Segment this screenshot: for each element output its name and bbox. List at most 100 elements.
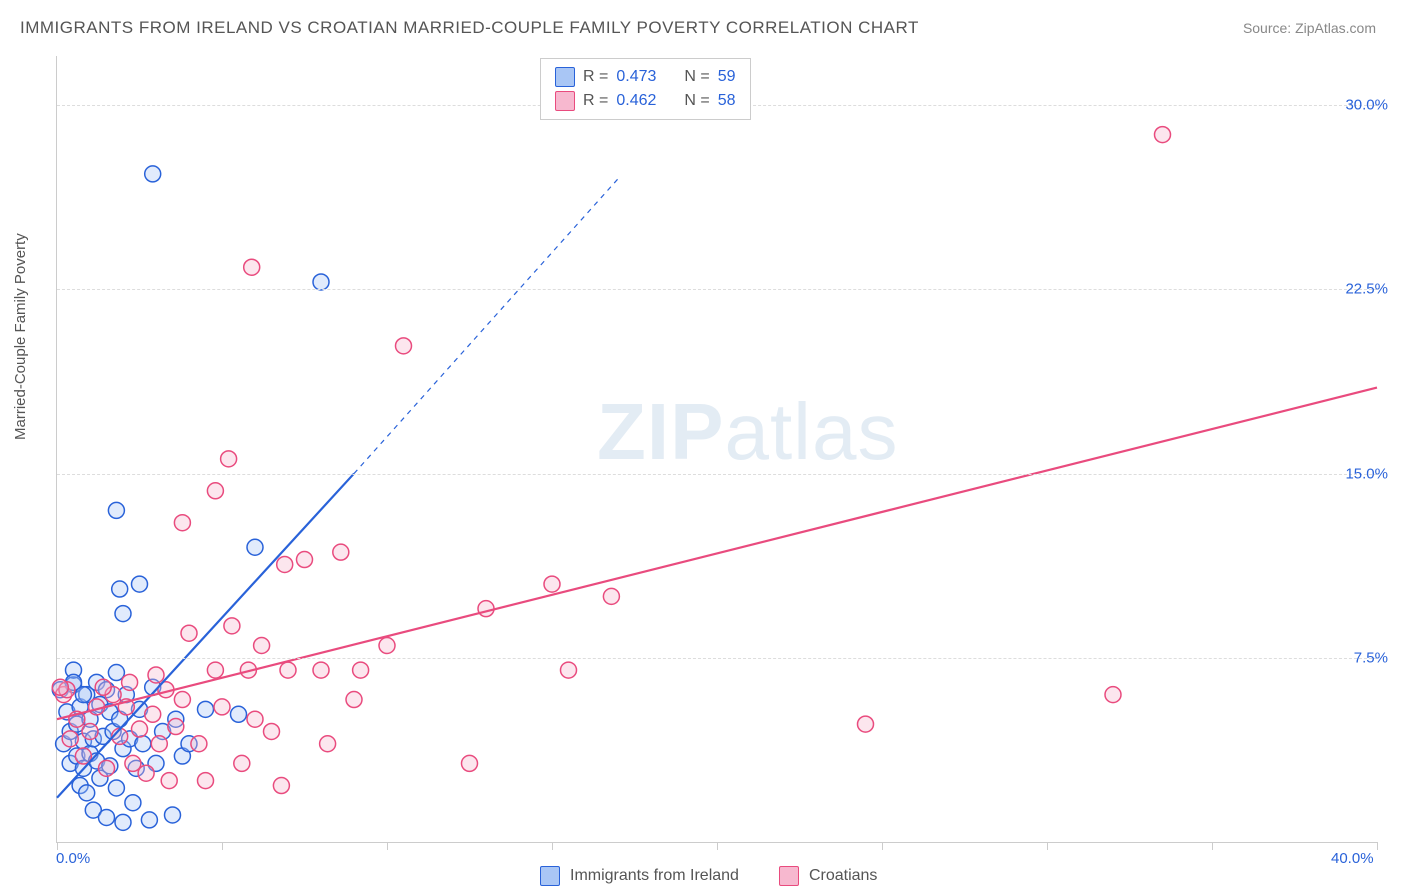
stat-value: 59 (718, 65, 736, 89)
scatter-point (277, 556, 293, 572)
scatter-point (273, 778, 289, 794)
stat-label: R = (583, 65, 608, 89)
scatter-point (353, 662, 369, 678)
scatter-point (125, 795, 141, 811)
scatter-point (115, 814, 131, 830)
x-tick (222, 842, 223, 850)
scatter-point (207, 662, 223, 678)
scatter-point (108, 780, 124, 796)
scatter-point (99, 760, 115, 776)
scatter-point (280, 662, 296, 678)
swatch-icon (540, 866, 560, 886)
plot-area: ZIPatlas (56, 56, 1377, 843)
scatter-point (141, 812, 157, 828)
scatter-point (478, 601, 494, 617)
scatter-point (224, 618, 240, 634)
scatter-point (99, 809, 115, 825)
scatter-point (132, 721, 148, 737)
legend-stats-row: R = 0.473 N = 59 (555, 65, 736, 89)
scatter-point (161, 773, 177, 789)
x-tick (387, 842, 388, 850)
x-tick-label: 40.0% (1331, 850, 1374, 867)
scatter-point (1155, 127, 1171, 143)
legend-label: Immigrants from Ireland (570, 867, 739, 885)
scatter-point (174, 515, 190, 531)
scatter-point (544, 576, 560, 592)
legend-stats-box: R = 0.473 N = 59 R = 0.462 N = 58 (540, 58, 751, 120)
scatter-point (333, 544, 349, 560)
scatter-point (174, 692, 190, 708)
x-tick (1212, 842, 1213, 850)
scatter-point (198, 773, 214, 789)
scatter-point (135, 736, 151, 752)
stat-value: 58 (718, 89, 736, 113)
scatter-point (603, 588, 619, 604)
scatter-point (165, 807, 181, 823)
stat-value: 0.462 (616, 89, 656, 113)
scatter-point (313, 274, 329, 290)
scatter-point (221, 451, 237, 467)
stat-value: 0.473 (616, 65, 656, 89)
scatter-point (122, 674, 138, 690)
chart-title: IMMIGRANTS FROM IRELAND VS CROATIAN MARR… (20, 18, 919, 38)
y-tick-label: 15.0% (1345, 465, 1388, 482)
legend-bottom: Immigrants from Ireland Croatians (540, 866, 877, 886)
x-tick (717, 842, 718, 850)
y-tick-label: 22.5% (1345, 281, 1388, 298)
x-tick (1377, 842, 1378, 850)
scatter-point (52, 679, 68, 695)
y-tick-label: 30.0% (1345, 97, 1388, 114)
stat-label: R = (583, 89, 608, 113)
scatter-point (62, 731, 78, 747)
scatter-point (181, 625, 197, 641)
scatter-point (198, 701, 214, 717)
scatter-point (214, 699, 230, 715)
scatter-point (148, 667, 164, 683)
x-tick (57, 842, 58, 850)
x-tick (552, 842, 553, 850)
scatter-point (207, 483, 223, 499)
scatter-point (168, 719, 184, 735)
scatter-point (561, 662, 577, 678)
scatter-point (320, 736, 336, 752)
scatter-point (858, 716, 874, 732)
scatter-point (145, 166, 161, 182)
grid-line (57, 658, 1377, 659)
y-tick-label: 7.5% (1354, 649, 1388, 666)
scatter-point (244, 259, 260, 275)
scatter-point (1105, 687, 1121, 703)
scatter-point (151, 736, 167, 752)
grid-line (57, 289, 1377, 290)
scatter-point (247, 711, 263, 727)
swatch-icon (555, 67, 575, 87)
scatter-point (145, 706, 161, 722)
scatter-point (79, 785, 95, 801)
scatter-point (95, 679, 111, 695)
swatch-icon (779, 866, 799, 886)
scatter-point (231, 706, 247, 722)
scatter-point (462, 755, 478, 771)
stat-label: N = (684, 65, 709, 89)
scatter-point (313, 662, 329, 678)
legend-label: Croatians (809, 867, 877, 885)
x-tick (1047, 842, 1048, 850)
trend-line-extension (354, 179, 618, 474)
scatter-point (346, 692, 362, 708)
scatter-point (191, 736, 207, 752)
y-axis-label: Married-Couple Family Poverty (12, 233, 29, 440)
scatter-point (396, 338, 412, 354)
scatter-point (108, 502, 124, 518)
scatter-point (115, 606, 131, 622)
scatter-point (254, 638, 270, 654)
scatter-point (112, 581, 128, 597)
scatter-point (379, 638, 395, 654)
x-tick-label: 0.0% (56, 850, 90, 867)
scatter-point (82, 723, 98, 739)
scatter-point (297, 552, 313, 568)
scatter-point (234, 755, 250, 771)
scatter-point (138, 765, 154, 781)
x-tick (882, 842, 883, 850)
legend-stats-row: R = 0.462 N = 58 (555, 89, 736, 113)
scatter-point (264, 723, 280, 739)
stat-label: N = (684, 89, 709, 113)
